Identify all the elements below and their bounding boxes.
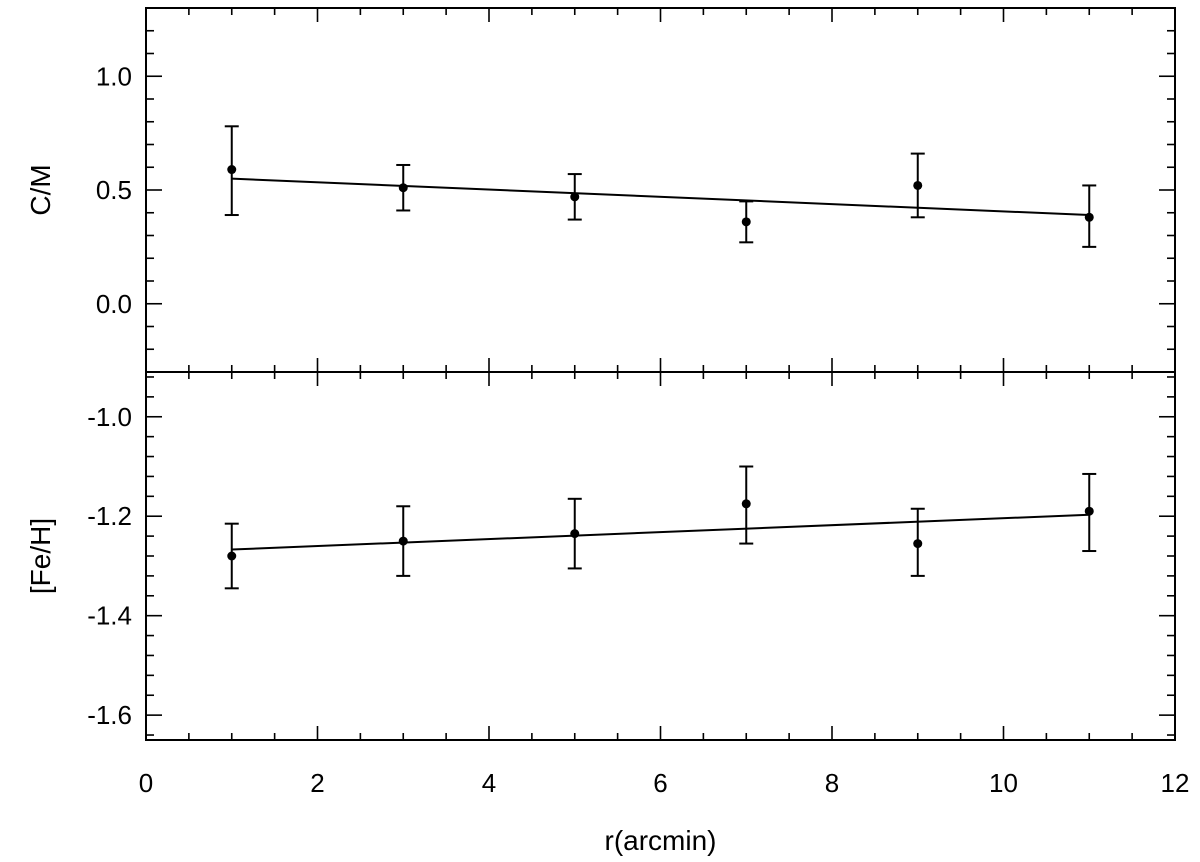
y-tick-label: -1.0 bbox=[87, 402, 132, 432]
y-tick-label: 0.5 bbox=[96, 175, 132, 205]
x-axis-title: r(arcmin) bbox=[605, 825, 717, 856]
data-point bbox=[1084, 212, 1094, 222]
plot-frame bbox=[145, 7, 1176, 373]
panel-cm: 0.0 0.5 1.0 C/M bbox=[25, 7, 1176, 373]
y-tick-label: 1.0 bbox=[96, 61, 132, 91]
panel-feh: -1.6 -1.4 -1.2 -1.0 [Fe/H] 0 2 4 6 8 10 12 r(arcmin) bbox=[25, 371, 1190, 856]
y-axis-title: C/M bbox=[25, 164, 56, 215]
data-point bbox=[227, 165, 237, 175]
y-tick-label: -1.6 bbox=[87, 700, 132, 730]
x-tick-label: 8 bbox=[825, 768, 839, 798]
x-tick-label: 0 bbox=[139, 768, 153, 798]
data-point bbox=[227, 551, 237, 561]
fit-line bbox=[231, 177, 1090, 217]
data-point bbox=[398, 183, 408, 193]
data-point bbox=[741, 217, 751, 227]
data-point bbox=[1084, 506, 1094, 516]
x-tick-label: 2 bbox=[310, 768, 324, 798]
x-tick-label: 10 bbox=[989, 768, 1018, 798]
y-tick-label: -1.2 bbox=[87, 501, 132, 531]
fit-line bbox=[231, 513, 1090, 551]
data-point bbox=[741, 499, 751, 509]
data-point bbox=[913, 180, 923, 190]
y-tick-label: 0.0 bbox=[96, 289, 132, 319]
x-tick-label: 4 bbox=[482, 768, 496, 798]
y-tick-label: -1.4 bbox=[87, 601, 132, 631]
y-axis-title: [Fe/H] bbox=[25, 518, 56, 594]
data-point bbox=[398, 536, 408, 546]
data-point bbox=[570, 529, 580, 539]
x-tick-label: 6 bbox=[653, 768, 667, 798]
data-point bbox=[570, 192, 580, 202]
data-point bbox=[913, 539, 923, 549]
plot-frame bbox=[145, 371, 1176, 741]
x-tick-label: 12 bbox=[1161, 768, 1190, 798]
